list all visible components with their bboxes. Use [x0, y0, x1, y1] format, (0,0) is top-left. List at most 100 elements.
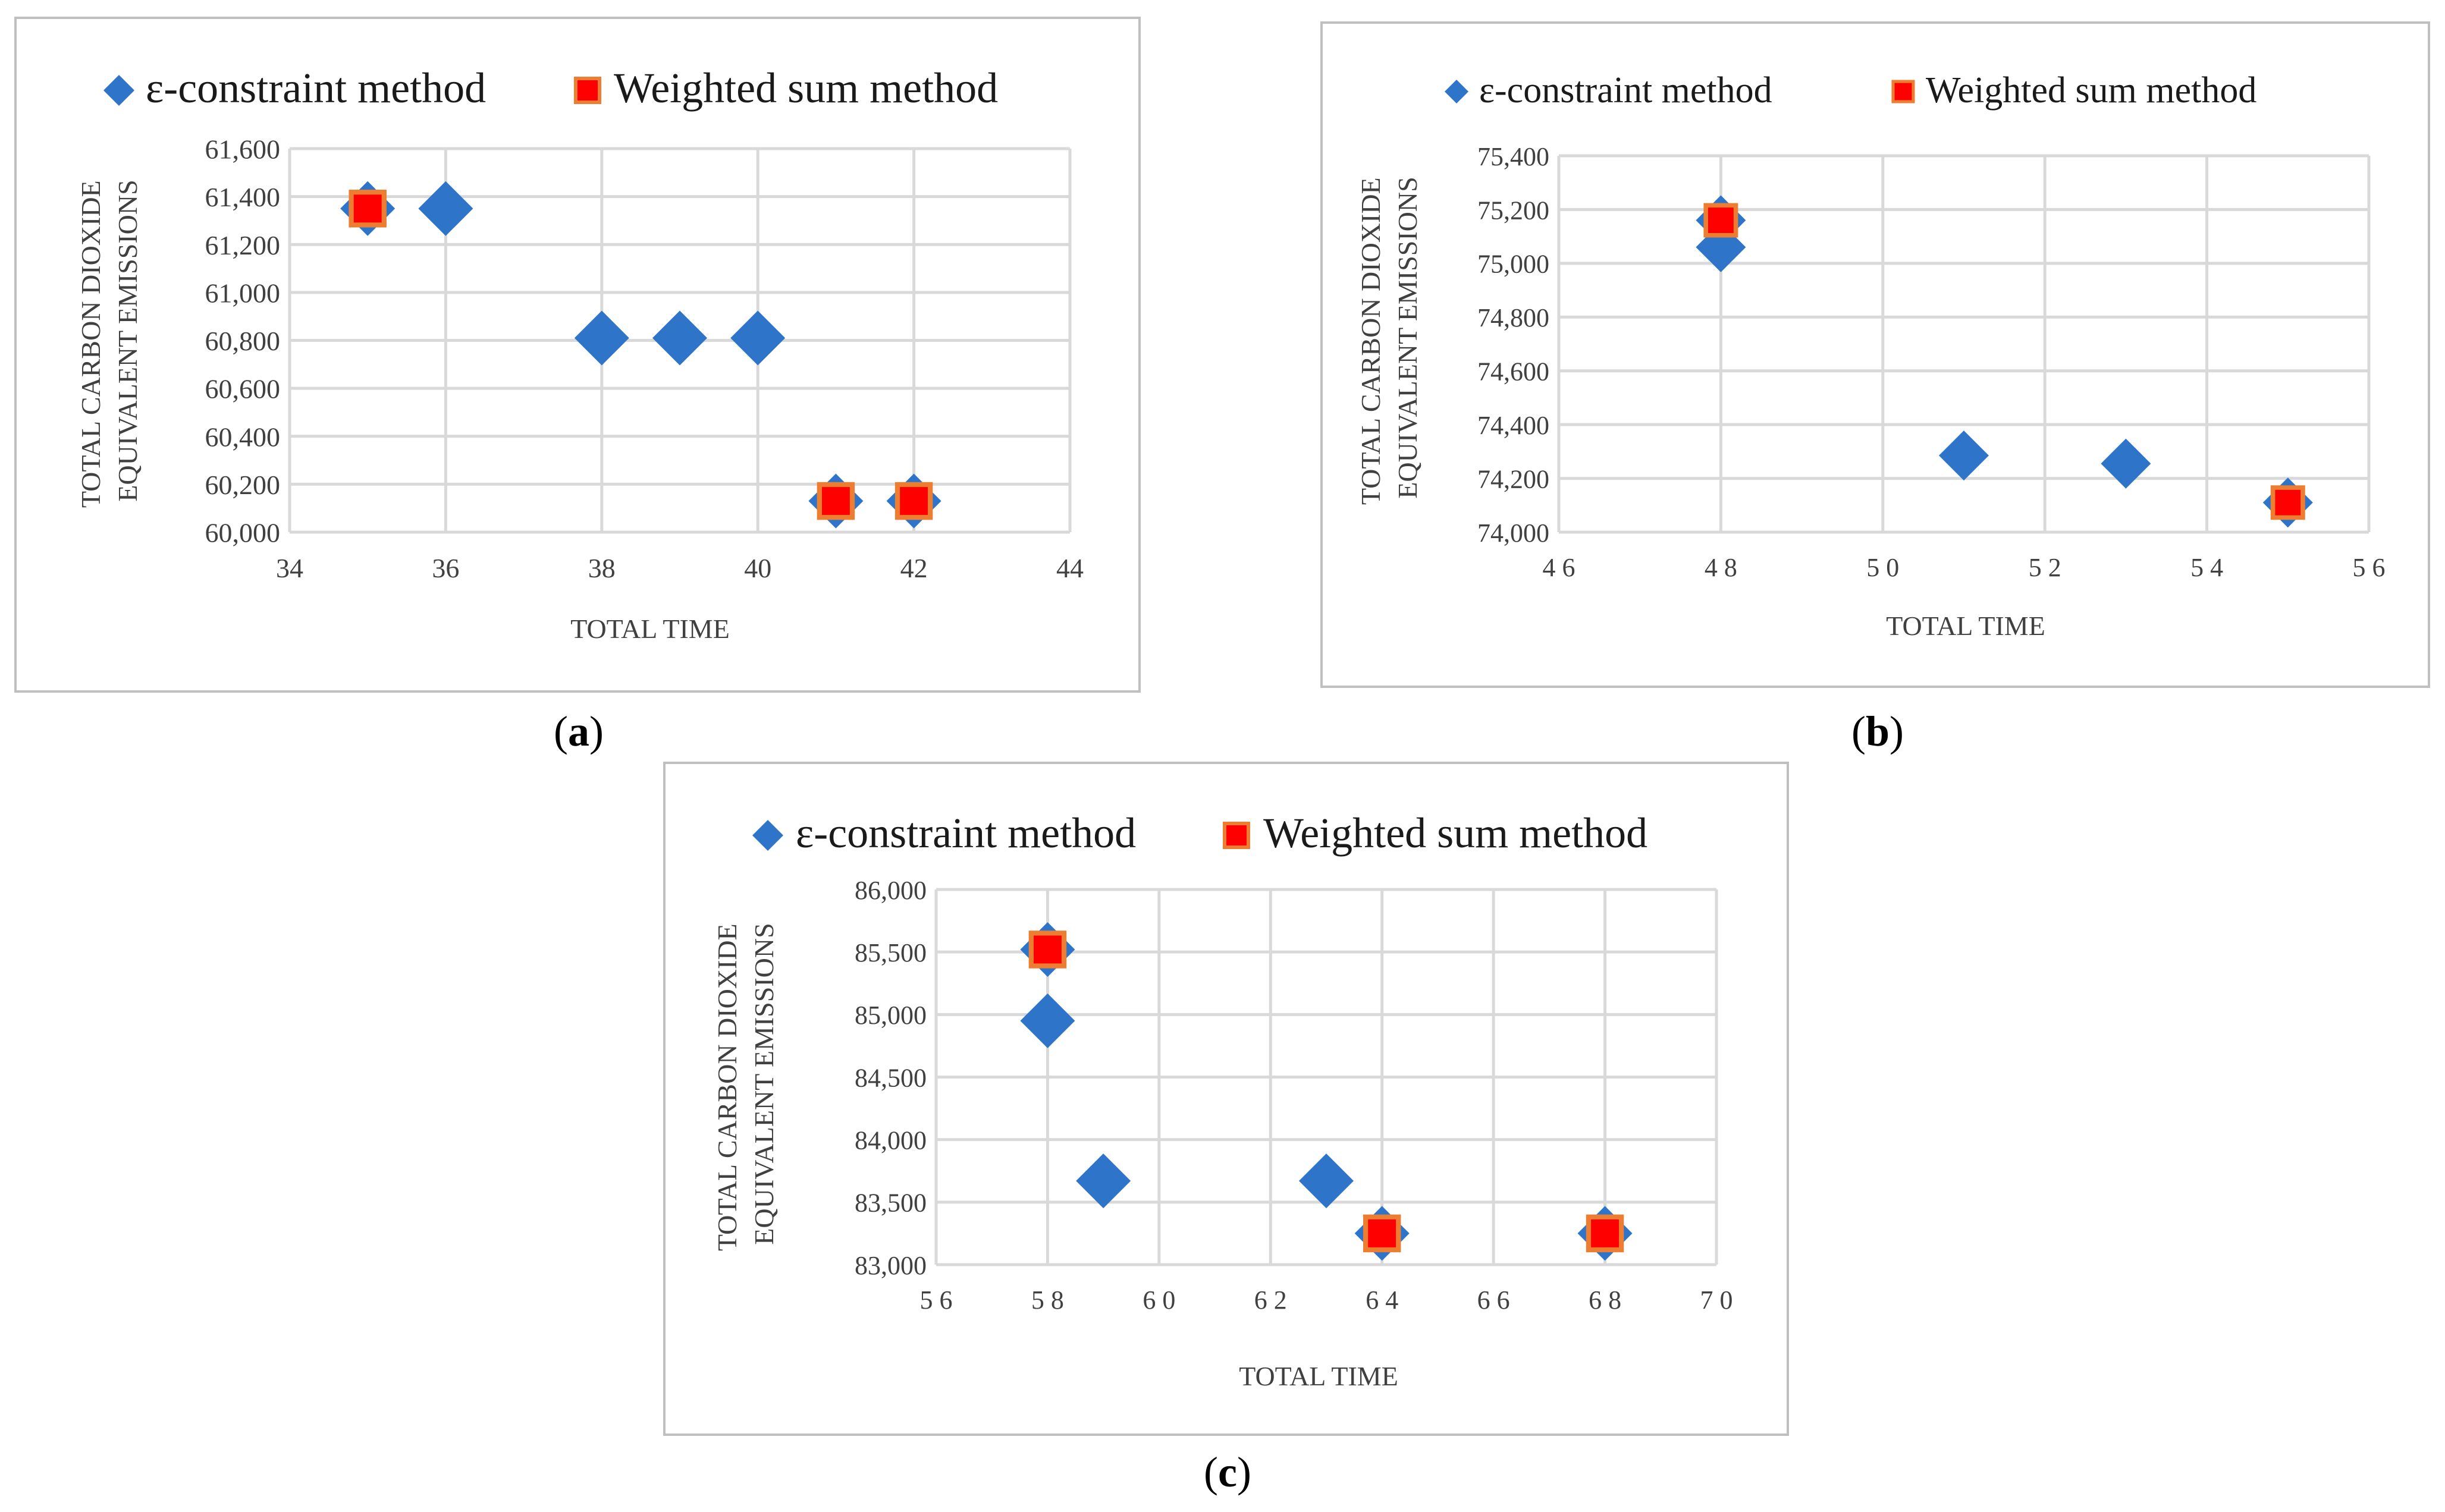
- legend-e-label-c: ε-constraint method: [796, 809, 1136, 857]
- chart-frame-b: [1320, 21, 2430, 688]
- legend-diamond-icon: [103, 75, 134, 106]
- plot-area-b: 74,000 74,200 74,400 74,600 74,800 75,000 75,2…: [1477, 142, 2386, 582]
- x-tick-label: 6 0: [1143, 1285, 1175, 1315]
- y-axis-title-line1-a: TOTAL CARBON DIOXIDE: [76, 180, 106, 508]
- y-tick-label: 75,200: [1477, 196, 1549, 225]
- legend-ws-label-a: Weighted sum method: [614, 64, 998, 112]
- x-tick-label: 6 8: [1589, 1285, 1621, 1315]
- legend-ws-marker-a: [574, 77, 601, 104]
- y-axis-title-c: TOTAL CARBON DIOXIDE EQUIVALENT EMISSION…: [712, 917, 779, 1251]
- x-tick-label: 6 6: [1477, 1285, 1510, 1315]
- y-axis-title-line1-b: TOTAL CARBON DIOXIDE: [1355, 177, 1386, 505]
- data-point-e-constraint: [1076, 1153, 1131, 1209]
- x-axis-title-a: TOTAL TIME: [570, 614, 730, 644]
- y-tick-label: 86,000: [855, 876, 927, 905]
- data-point-e-constraint: [2101, 438, 2151, 489]
- data-point-weighted-sum: [2270, 485, 2305, 520]
- y-axis-title-line1-c: TOTAL CARBON DIOXIDE: [712, 923, 742, 1251]
- y-tick-label: 60,800: [205, 326, 281, 356]
- y-tick-label: 84,000: [855, 1126, 927, 1155]
- plot-area-c: 83,000 83,500 84,000 84,500 85,000 85,500 86,0…: [855, 876, 1733, 1315]
- legend-ws-marker-c: [1223, 822, 1250, 849]
- y-tick-label: 61,000: [205, 278, 281, 308]
- y-axis-title-line2-a: EQUIVALENT EMISSIONS: [112, 180, 143, 501]
- x-tick-label: 4 8: [1705, 553, 1737, 582]
- legend-diamond-icon: [1445, 80, 1468, 103]
- y-tick-label: 61,400: [205, 182, 281, 212]
- x-tick-label: 6 4: [1366, 1285, 1398, 1315]
- data-point-weighted-sum: [1703, 203, 1738, 238]
- y-tick-label: 74,000: [1477, 518, 1549, 548]
- y-tick-label: 60,600: [205, 374, 281, 404]
- y-axis-title-b: TOTAL CARBON DIOXIDE EQUIVALENT EMISSION…: [1355, 171, 1423, 505]
- legend-b: ε-constraint method Weighted sum method: [1445, 70, 2256, 111]
- legend-square-icon: [574, 77, 601, 104]
- x-axis-title-b: TOTAL TIME: [1886, 611, 2045, 641]
- legend-ws-label-b: Weighted sum method: [1926, 70, 2256, 111]
- y-tick-label: 74,600: [1477, 357, 1549, 386]
- data-point-e-constraint: [1939, 430, 1989, 481]
- caption-b: (b): [1851, 708, 1904, 755]
- chart-panel-c: ε-constraint method Weighted sum method …: [663, 762, 1789, 1436]
- chart-panel-b: ε-constraint method Weighted sum method …: [1320, 21, 2430, 688]
- y-tick-label: 61,600: [205, 134, 281, 165]
- legend-square-icon: [1891, 80, 1915, 103]
- y-tick-label: 61,200: [205, 230, 281, 260]
- y-tick-label: 85,500: [855, 938, 927, 967]
- legend-e-marker-a: [103, 75, 134, 106]
- x-tick-label: 5 6: [920, 1285, 953, 1315]
- x-tick-label: 5 2: [2029, 553, 2061, 582]
- y-tick-label: 60,000: [205, 518, 281, 548]
- legend-ws-marker-b: [1891, 80, 1915, 103]
- x-tick-label: 4 6: [1543, 553, 1575, 582]
- x-axis-title-c: TOTAL TIME: [1239, 1361, 1398, 1391]
- legend-e-marker-c: [752, 820, 783, 851]
- data-point-weighted-sum: [1586, 1214, 1624, 1253]
- data-point-e-constraint: [652, 310, 707, 366]
- data-point-weighted-sum: [1028, 931, 1067, 969]
- y-tick-label: 74,800: [1477, 303, 1549, 332]
- caption-c: (c): [1204, 1448, 1251, 1496]
- data-point-weighted-sum: [817, 482, 855, 520]
- chart-frame-a: [14, 17, 1141, 693]
- legend-e-label-a: ε-constraint method: [146, 64, 486, 112]
- data-point-e-constraint: [730, 310, 786, 366]
- y-tick-label: 85,000: [855, 1001, 927, 1030]
- legend-e-label-b: ε-constraint method: [1479, 70, 1772, 111]
- y-tick-label: 83,500: [855, 1189, 927, 1218]
- legend-c: ε-constraint method Weighted sum method: [752, 809, 1647, 857]
- data-point-weighted-sum: [349, 190, 387, 228]
- y-axis-title-a: TOTAL CARBON DIOXIDE EQUIVALENT EMISSION…: [76, 174, 143, 508]
- data-point-e-constraint: [574, 310, 629, 366]
- x-tick-label: 6 2: [1254, 1285, 1287, 1315]
- chart-panel-a: ε-constraint method Weighted sum method …: [14, 17, 1141, 693]
- x-tick-label: 5 6: [2353, 553, 2386, 582]
- legend-ws-label-c: Weighted sum method: [1263, 809, 1647, 857]
- y-tick-label: 75,400: [1477, 142, 1549, 171]
- x-tick-label: 44: [1056, 553, 1084, 583]
- y-tick-label: 60,400: [205, 422, 281, 452]
- x-tick-label: 5 8: [1031, 1285, 1064, 1315]
- x-tick-label: 42: [900, 553, 928, 583]
- x-tick-label: 38: [588, 553, 616, 583]
- legend-e-marker-b: [1445, 80, 1468, 103]
- y-tick-label: 74,400: [1477, 411, 1549, 440]
- x-tick-label: 40: [744, 553, 771, 583]
- data-point-e-constraint: [1299, 1153, 1354, 1209]
- y-tick-label: 84,500: [855, 1063, 927, 1092]
- legend-diamond-icon: [752, 820, 783, 851]
- data-point-weighted-sum: [1363, 1214, 1401, 1253]
- caption-a: (a): [554, 708, 604, 755]
- data-point-weighted-sum: [894, 482, 933, 520]
- data-point-e-constraint: [418, 181, 473, 236]
- x-tick-label: 36: [432, 553, 459, 583]
- plot-area-a: 60,000 60,200 60,400 60,600 60,800 61,000 61,2…: [205, 134, 1084, 583]
- x-tick-label: 5 4: [2190, 553, 2223, 582]
- y-tick-label: 60,200: [205, 470, 281, 500]
- chart-frame-c: [663, 762, 1789, 1436]
- y-axis-title-line2-c: EQUIVALENT EMISSIONS: [749, 923, 779, 1244]
- x-tick-label: 5 0: [1866, 553, 1899, 582]
- legend-square-icon: [1223, 822, 1250, 849]
- legend-a: ε-constraint method Weighted sum method: [103, 64, 998, 112]
